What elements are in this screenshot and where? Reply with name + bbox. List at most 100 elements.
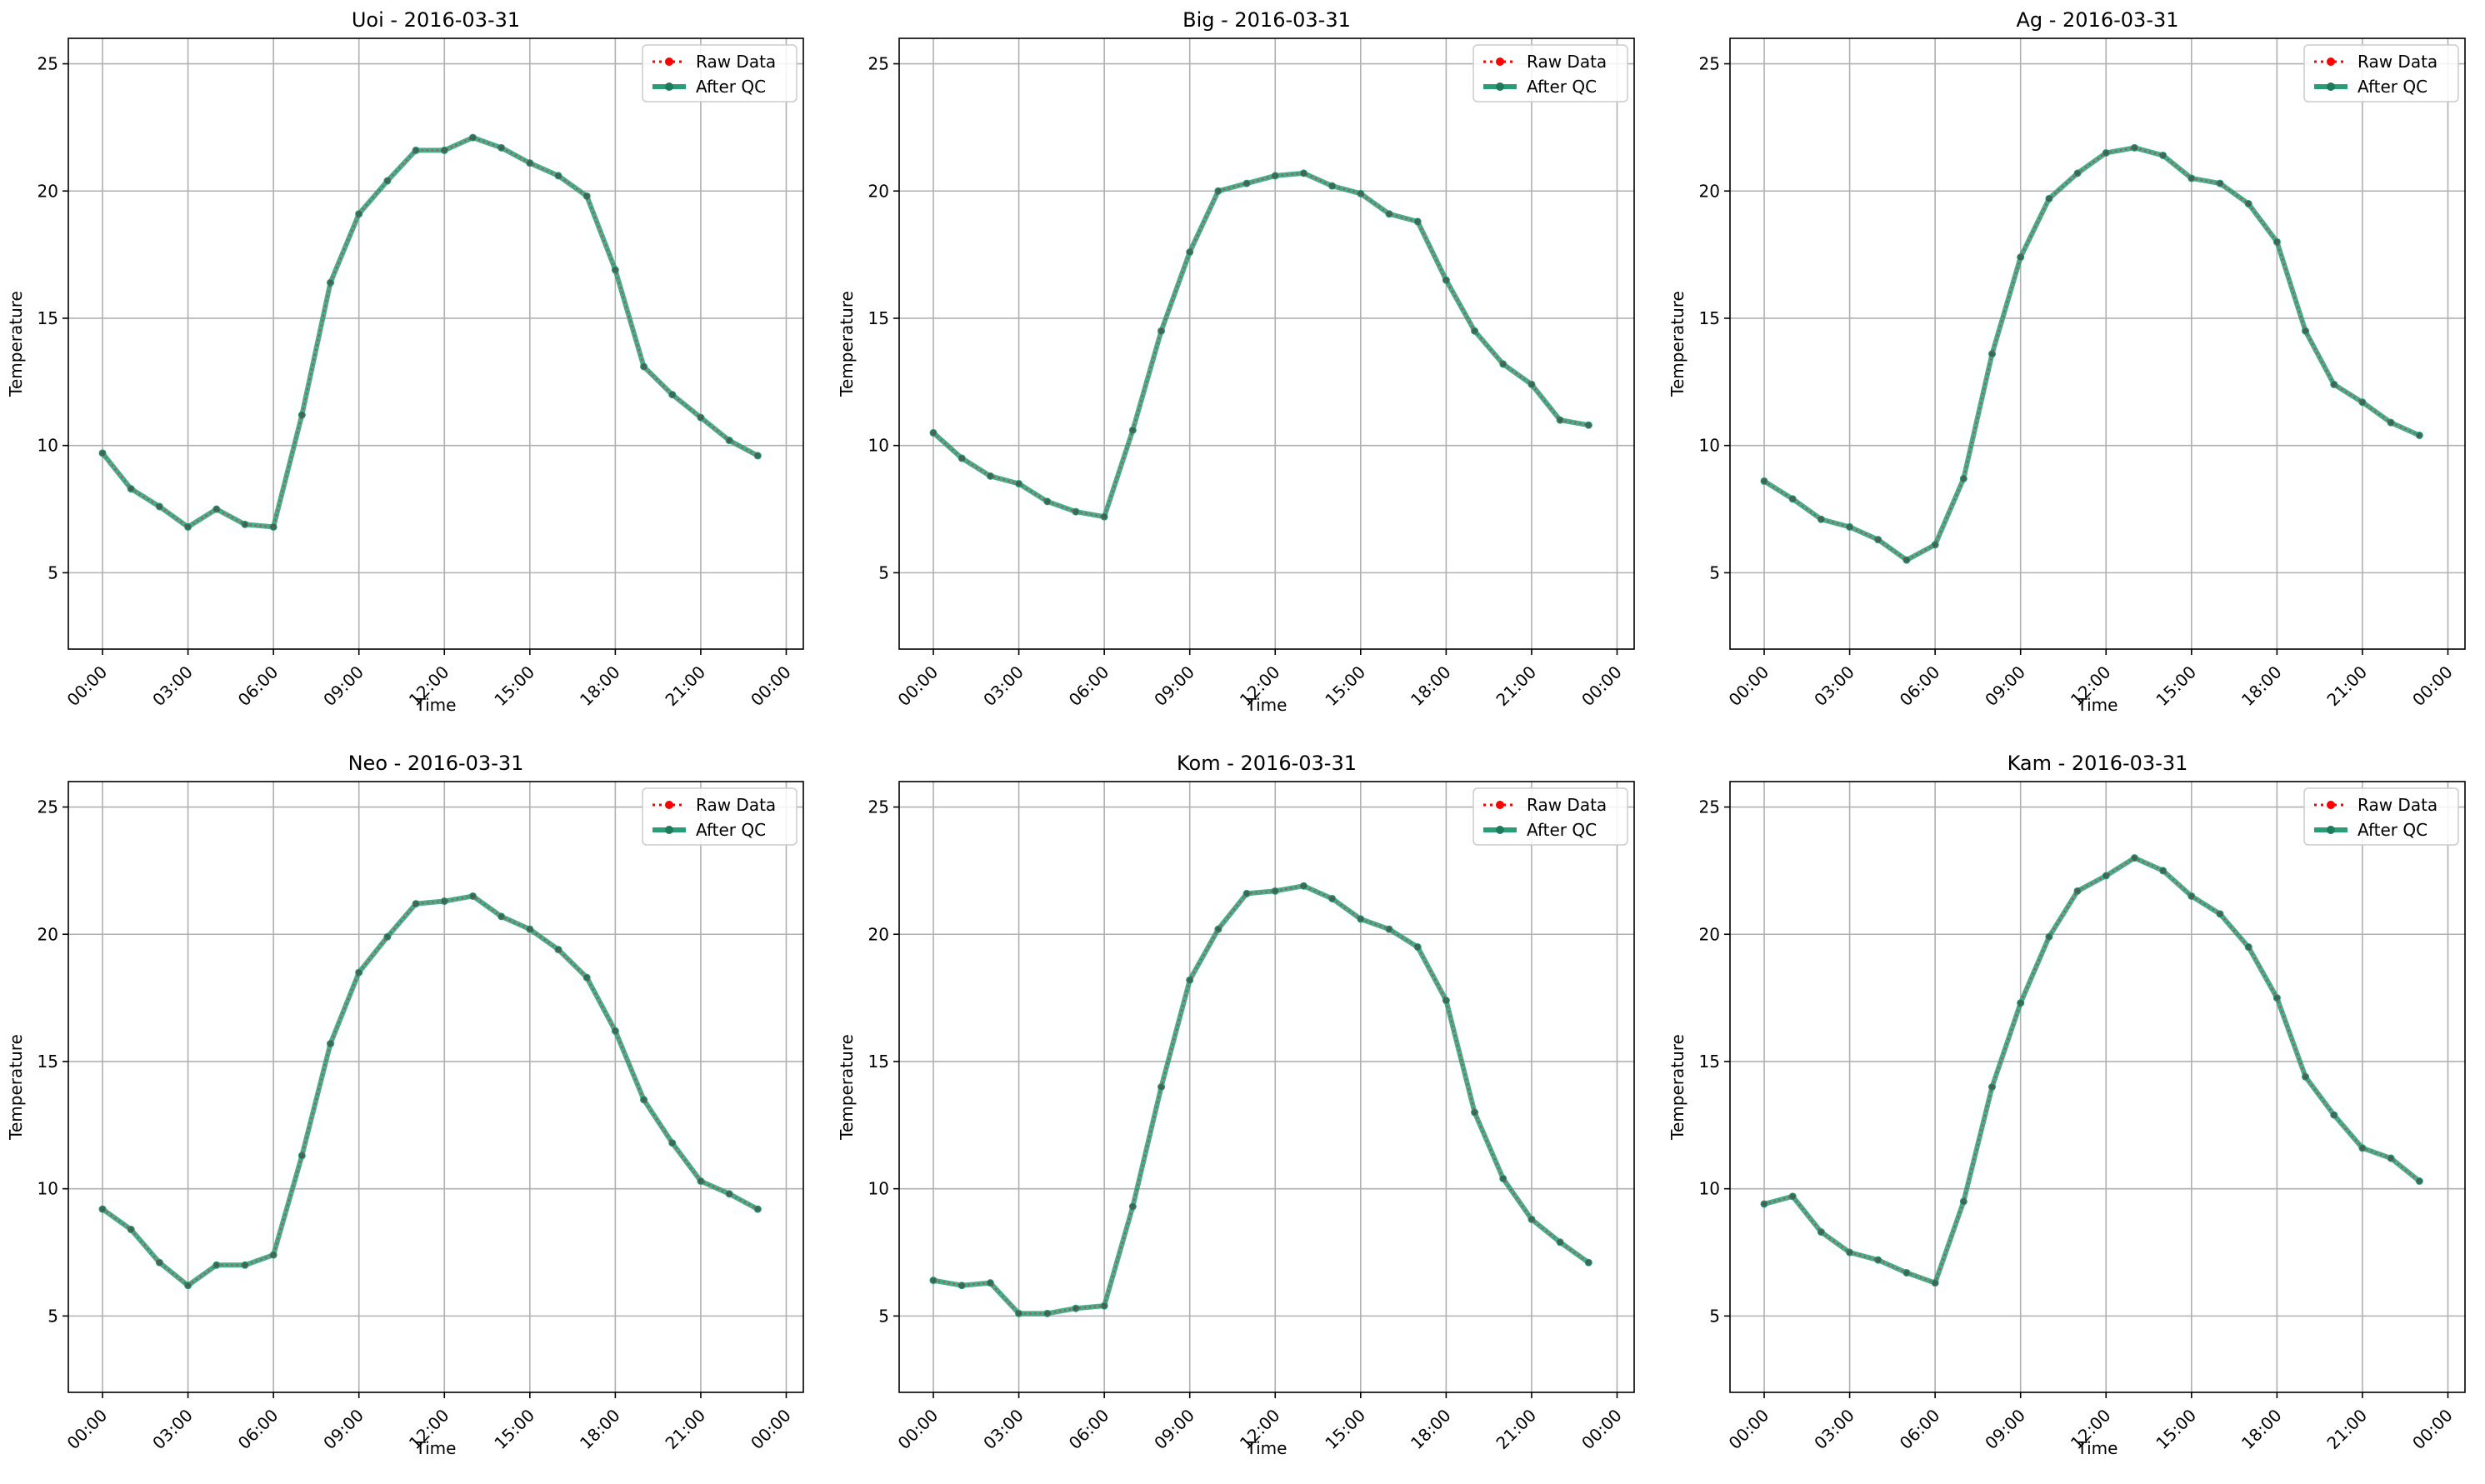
x-tick-label: 18:00 [2238,662,2286,710]
chart-title: Ag - 2016-03-31 [2016,8,2178,32]
axes-frame [1729,37,2466,650]
raw-data-point [1585,422,1592,428]
x-tick-label: 00:00 [2408,1405,2457,1453]
raw-data-point [1472,327,1478,334]
x-tick-label: 15:00 [2152,662,2200,710]
raw-data-point [1329,182,1336,189]
raw-data-point [1818,1229,1824,1236]
raw-data-point [412,901,419,907]
x-tick-label: 18:00 [576,1405,624,1453]
raw-data-point [754,452,761,459]
legend-dot-raw [2327,57,2335,66]
x-tick-label: 00:00 [747,1405,795,1453]
raw-data-point [555,947,562,953]
chart-panel: 00:00 03:00 06:00 09:00 12:00 15:00 18:00 21:00… [837,752,1635,1458]
chart-panel: 00:00 03:00 06:00 09:00 12:00 15:00 18:00 21:00… [6,8,804,715]
raw-data-point [298,412,305,418]
x-axis-label: Time [2077,1438,2118,1458]
series-line-raw-data [932,172,1589,518]
raw-data-point [583,974,590,981]
raw-data-point [987,472,993,479]
raw-data-point [2046,933,2052,940]
raw-data-point [2331,1112,2338,1118]
raw-data-point [1761,477,1768,484]
legend-label-raw: Raw Data [696,52,776,72]
x-tick-label: 21:00 [2322,1405,2371,1453]
x-axis-label: Time [2077,695,2118,715]
series-line-after-qc [1762,145,2422,563]
raw-data-point [1528,1216,1535,1222]
raw-data-point [2331,381,2338,387]
legend-label-qc: After QC [2358,77,2428,97]
raw-data-point [2018,254,2024,261]
axes-frame [1729,781,2466,1393]
x-tick-label: 06:00 [234,1405,282,1453]
y-tick-label: 15 [1699,1052,1720,1072]
legend-label-qc: After QC [696,77,766,97]
series-line-after-qc [100,135,761,530]
series-line-raw-data [1763,147,2420,562]
x-axis-label: Time [415,695,457,715]
y-tick-label: 15 [1699,308,1720,328]
legend-label-raw: Raw Data [1527,52,1607,72]
x-tick-label: 18:00 [2238,1405,2286,1453]
legend-dot-qc [1496,826,1504,834]
raw-data-point [2160,152,2167,158]
raw-data-point [213,1262,220,1268]
raw-data-point [2074,887,2081,894]
y-tick-label: 5 [48,562,58,582]
raw-data-point [2359,1145,2366,1152]
raw-data-point [1847,523,1853,530]
raw-data-point [2359,399,2366,406]
chart-title: Big - 2016-03-31 [1182,8,1351,32]
legend-dot-qc [2327,82,2335,91]
x-tick-label: 06:00 [1896,662,1944,710]
raw-data-point [2273,238,2280,245]
raw-data-point [356,969,362,976]
raw-data-point [1585,1259,1592,1266]
chart-panel: 00:00 03:00 06:00 09:00 12:00 15:00 18:00 21:00… [1668,8,2466,715]
x-tick-label: 15:00 [1321,662,1369,710]
y-tick-label: 20 [1699,181,1720,201]
legend-dot-raw [2327,801,2335,809]
y-axis-label: Temperature [837,1034,857,1141]
raw-data-point [469,134,476,141]
axes-frame [898,781,1635,1393]
raw-data-point [1044,1310,1051,1317]
raw-data-point [185,523,192,530]
raw-data-point [698,1178,704,1185]
raw-data-point [2416,1178,2422,1185]
raw-data-point [1989,351,1996,357]
x-tick-label: 21:00 [2322,662,2371,710]
legend-dot-raw [665,57,673,66]
chart-title: Kam - 2016-03-31 [2008,752,2188,775]
raw-data-point [99,450,106,457]
y-tick-label: 10 [868,1179,889,1199]
raw-data-point [242,521,248,527]
chart-title: Neo - 2016-03-31 [348,752,524,775]
raw-data-point [441,147,448,153]
raw-data-point [1129,427,1136,433]
raw-data-point [555,172,562,179]
legend-dot-raw [1496,57,1504,66]
raw-data-point [356,211,362,217]
y-tick-label: 15 [868,1052,889,1072]
y-tick-label: 15 [868,308,889,328]
legend-dot-raw [665,801,673,809]
series-line-after-qc [100,893,761,1288]
y-tick-label: 5 [878,1306,889,1326]
raw-data-point [958,455,965,462]
raw-data-point [930,1277,937,1284]
x-tick-label: 21:00 [661,662,709,710]
raw-data-point [2018,1000,2024,1007]
raw-data-point [1414,944,1421,951]
x-tick-label: 21:00 [1492,662,1540,710]
x-tick-label: 00:00 [63,662,112,710]
legend-label-raw: Raw Data [2358,795,2438,815]
raw-data-point [1158,327,1165,334]
raw-data-point [1101,1302,1108,1309]
raw-data-point [1500,361,1507,367]
raw-data-point [958,1282,965,1289]
y-axis-label: Temperature [1668,1034,1688,1141]
raw-data-point [270,1252,277,1258]
